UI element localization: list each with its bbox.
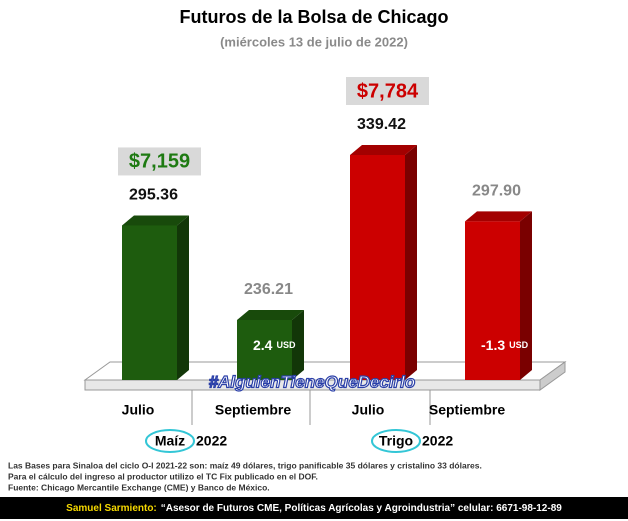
group-year: 2022	[422, 433, 453, 449]
note: Fuente: Chicago Mercantile Exchange (CME…	[8, 482, 270, 492]
bar-side	[292, 310, 304, 380]
price-label: $7,784	[357, 80, 419, 102]
price-label: $7,159	[129, 151, 190, 173]
x-tick-label: Julio	[122, 402, 155, 418]
value-label: 236.21	[244, 281, 293, 298]
footer-author: Samuel Sarmiento:	[66, 503, 157, 514]
spread-value: -1.3	[481, 337, 505, 353]
watermark: #AlguienTieneQueDecirlo	[209, 372, 416, 391]
bar-side	[405, 145, 417, 380]
x-tick-label: Septiembre	[429, 402, 505, 418]
group-circle	[145, 429, 195, 453]
bar-top	[122, 215, 189, 226]
floor-side	[539, 361, 566, 391]
bar-side	[520, 211, 532, 380]
value-label: 297.90	[472, 183, 521, 200]
group-name: Trigo	[379, 433, 413, 449]
group-circle	[371, 429, 421, 453]
x-tick-label: Septiembre	[215, 402, 291, 418]
bar	[350, 155, 405, 380]
group-name: Maíz	[155, 433, 185, 449]
spread-unit: USD	[509, 340, 529, 350]
x-tick-label: Julio	[352, 402, 385, 418]
value-label: 339.42	[357, 116, 406, 133]
chart-subtitle: (miércoles 13 de julio de 2022)	[220, 34, 408, 49]
price-box	[346, 77, 429, 105]
bar-side	[177, 215, 189, 380]
chart-title: Futuros de la Bolsa de Chicago	[179, 7, 448, 27]
spread-value: 2.4	[253, 337, 273, 353]
bar-top	[350, 145, 417, 155]
spread-label: 2.4 USD	[253, 337, 296, 353]
group-year: 2022	[196, 433, 227, 449]
note: Las Bases para Sinaloa del ciclo O-I 202…	[8, 460, 482, 470]
value-label: 295.36	[129, 187, 178, 204]
price-box	[118, 147, 201, 176]
bar-top	[465, 211, 532, 222]
note: Para el cálculo del ingreso al productor…	[8, 471, 318, 481]
bar-top	[237, 310, 304, 320]
footer-info: “Asesor de Futuros CME, Políticas Agríco…	[161, 503, 562, 514]
footer-bar	[0, 497, 628, 519]
bar	[465, 221, 520, 380]
bar	[122, 225, 177, 380]
footer-text: Samuel Sarmiento: “Asesor de Futuros CME,…	[66, 503, 562, 514]
spread-label: -1.3 USD	[481, 337, 529, 353]
spread-unit: USD	[276, 340, 296, 350]
bar	[237, 320, 292, 380]
